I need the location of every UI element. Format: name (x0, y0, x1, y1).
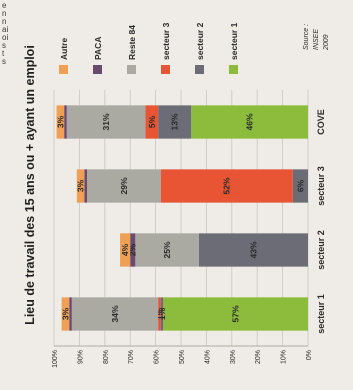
bar-segment (61, 297, 70, 331)
bar-segment (69, 297, 72, 331)
data-label: 25% (162, 241, 172, 258)
x-tick-label: COVE (316, 109, 326, 135)
source-line: 2009 (323, 34, 330, 51)
left-text-fragment: s (2, 41, 6, 50)
bar-segment (120, 233, 131, 267)
data-label: 5% (147, 115, 157, 128)
y-tick-label: 100% (52, 350, 59, 368)
bar-segment (160, 169, 293, 203)
left-text-fragment: n (2, 17, 6, 26)
bar-segment (158, 297, 161, 331)
bar-segment (87, 169, 161, 203)
y-tick-label: 50% (179, 350, 186, 364)
bar-segment (163, 297, 308, 331)
bar-segment (135, 233, 199, 267)
y-tick-label: 80% (103, 350, 110, 364)
data-label: 43% (248, 241, 258, 258)
chart-title: Lieu de travail des 15 ans ou + ayant un… (23, 45, 37, 325)
bar-segment (76, 169, 85, 203)
data-label: 57% (231, 305, 241, 322)
legend-label: secteur 3 (161, 22, 171, 60)
x-axis-labels: secteur 1 secteur 2 secteur 3 COVE (316, 109, 326, 334)
bar-stack-group: 57%1%1%34%3%43%25%2%4%6%52%29%3%46%13%5%… (55, 105, 309, 331)
bar-segment (84, 169, 88, 203)
data-label: 3% (76, 179, 86, 192)
legend-swatch (195, 65, 204, 74)
y-tick-label: 0% (306, 350, 313, 360)
data-label: 3% (55, 115, 65, 128)
legend-label: Autre (59, 38, 69, 60)
legend-label: Reste 84 (127, 25, 137, 60)
x-tick-label: secteur 2 (316, 230, 326, 270)
bar-segment (56, 105, 65, 139)
bar-segment (130, 233, 136, 267)
source-line: Source : (303, 24, 310, 50)
bar-segment (145, 105, 159, 139)
bar-segment (292, 169, 309, 203)
left-text-fragment: e (2, 1, 7, 10)
left-text-fragments: e n n ai oi s t s (0, 0, 16, 70)
source-note: Source : INSEE 2009 (303, 24, 330, 51)
stacked-bar-chart: Lieu de travail des 15 ans ou + ayant un… (23, 22, 330, 368)
left-text-fragment: oi (2, 33, 8, 42)
data-label: 1% (154, 307, 164, 320)
y-tick-label: 20% (255, 350, 262, 364)
bar-segment (71, 297, 159, 331)
x-tick-label: secteur 1 (316, 294, 326, 334)
left-text-fragment: t (2, 49, 5, 58)
y-tick-label: 60% (154, 350, 161, 364)
data-label: 2% (128, 243, 138, 256)
data-label: 31% (101, 113, 111, 130)
left-text-fragment: ai (2, 25, 8, 34)
legend-swatch (161, 65, 170, 74)
bar-segment (66, 105, 146, 139)
y-tick-label: 90% (77, 350, 84, 364)
legend-swatch (127, 65, 136, 74)
data-label: 29% (119, 177, 129, 194)
data-label: 46% (245, 113, 255, 130)
y-tick-label: 70% (128, 350, 135, 364)
y-tick-label: 40% (204, 350, 211, 364)
left-text-fragment: n (2, 9, 6, 18)
chart-container: Lieu de travail des 15 ans ou + ayant un… (16, 0, 353, 390)
data-label: 34% (110, 305, 120, 322)
y-tick-label: 10% (281, 350, 288, 364)
data-label: 1% (157, 307, 167, 320)
data-label: 13% (170, 113, 180, 130)
y-axis: 0% 10% 20% 30% 40% 50% 60% 70% 80% 90% 100% (52, 345, 313, 368)
bar-segment (160, 297, 164, 331)
x-tick-label: secteur 3 (316, 166, 326, 206)
legend-label: secteur 2 (195, 22, 205, 60)
source-line: INSEE (313, 29, 320, 50)
data-label: 4% (120, 243, 130, 256)
legend-label: PACA (93, 37, 103, 60)
left-text-fragment: s (2, 57, 6, 66)
bar-segment (158, 105, 192, 139)
bar-segment (191, 105, 308, 139)
bar-segment (198, 233, 308, 267)
legend: Autre PACA Reste 84 secteur 3 secteur 2 secte… (59, 22, 239, 74)
bar-segment (64, 105, 67, 139)
data-label: 3% (60, 307, 70, 320)
data-label: 52% (222, 177, 232, 194)
data-label: 6% (295, 179, 305, 192)
legend-label: secteur 1 (229, 22, 239, 60)
y-tick-label: 30% (230, 350, 237, 364)
legend-swatch (93, 65, 102, 74)
legend-swatch (59, 65, 68, 74)
legend-swatch (229, 65, 238, 74)
